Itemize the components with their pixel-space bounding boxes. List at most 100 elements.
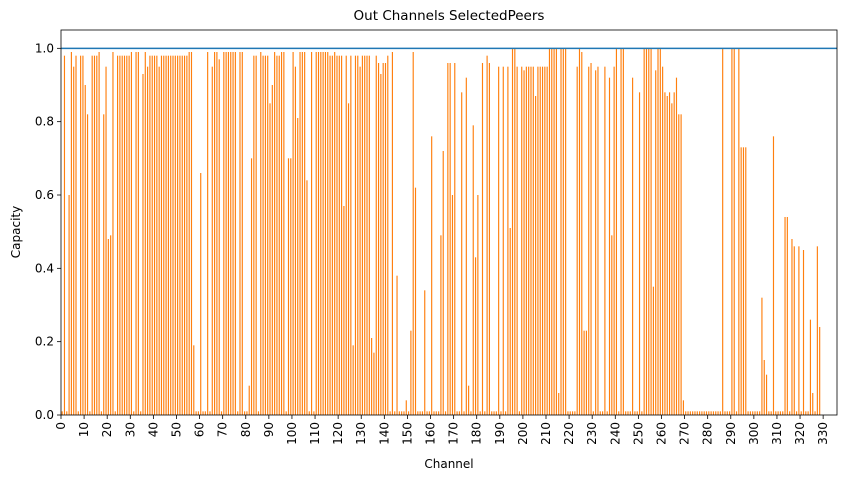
bar	[410, 330, 412, 415]
bar	[368, 55, 370, 416]
bar	[431, 136, 433, 415]
bar	[456, 411, 458, 415]
bar	[666, 96, 668, 415]
bar	[112, 52, 114, 415]
bar	[625, 411, 627, 415]
bar	[278, 55, 280, 416]
bar	[765, 374, 768, 415]
bar	[548, 48, 551, 415]
bar	[814, 411, 816, 415]
bar	[396, 275, 398, 415]
bar	[294, 66, 296, 416]
y-axis: 0.0 0.2 0.4 0.6 0.8 1.0	[35, 41, 61, 422]
bar	[200, 173, 202, 415]
bar	[468, 385, 470, 415]
x-tick-label: 40	[146, 422, 160, 437]
bar	[283, 52, 285, 415]
bar	[271, 85, 273, 415]
bar	[117, 55, 119, 416]
bar	[179, 55, 181, 416]
bar	[509, 228, 511, 415]
bar	[66, 411, 68, 415]
bar	[641, 411, 643, 415]
bar	[511, 48, 514, 415]
bar	[408, 411, 410, 415]
bar	[144, 52, 146, 415]
bar	[428, 411, 430, 415]
bar	[458, 411, 460, 415]
bar	[761, 297, 763, 415]
bar	[525, 66, 527, 416]
bar	[336, 55, 338, 416]
bar	[535, 96, 537, 415]
bar	[214, 52, 216, 415]
bar	[576, 66, 578, 416]
bar	[657, 48, 659, 415]
bar	[703, 411, 705, 415]
bar	[530, 66, 532, 416]
bar	[147, 66, 149, 416]
bar	[260, 52, 262, 415]
bar	[149, 55, 151, 416]
bar	[809, 319, 812, 415]
bar	[98, 52, 100, 415]
bar	[488, 63, 490, 415]
bar	[232, 52, 234, 415]
x-tick-label: 190	[493, 422, 507, 445]
bar	[158, 66, 160, 416]
bar	[331, 55, 333, 416]
bar	[611, 235, 613, 415]
bar	[165, 55, 167, 416]
bar	[523, 70, 525, 415]
bar	[650, 48, 652, 415]
bar	[712, 411, 715, 415]
bar	[747, 411, 749, 415]
bar	[327, 52, 329, 415]
bar	[493, 411, 495, 415]
bar	[100, 411, 102, 415]
bar	[424, 290, 426, 415]
y-tick-label: 0.8	[35, 115, 54, 129]
bar	[96, 55, 98, 416]
y-axis-title: Capacity	[9, 206, 23, 258]
bar	[719, 411, 721, 415]
bar	[461, 92, 463, 415]
bar	[664, 92, 666, 415]
x-tick-label: 220	[562, 422, 576, 445]
bar	[84, 85, 86, 415]
x-tick-label: 210	[539, 422, 553, 445]
bar	[142, 74, 144, 415]
x-tick-label: 60	[193, 422, 207, 437]
bar	[197, 411, 199, 415]
bar	[128, 55, 130, 416]
x-tick-label: 250	[631, 422, 645, 445]
bar	[237, 411, 239, 415]
bar	[634, 411, 636, 415]
bar	[80, 55, 82, 416]
bar	[558, 393, 560, 415]
bar	[82, 55, 84, 416]
bar	[668, 92, 671, 415]
bar	[528, 66, 530, 416]
x-tick-label: 90	[262, 422, 276, 437]
bar	[689, 411, 691, 415]
bar	[401, 411, 403, 415]
bar	[708, 411, 710, 415]
bar	[110, 235, 112, 415]
bar	[345, 55, 347, 416]
bar	[297, 118, 299, 415]
bar	[119, 55, 121, 416]
y-tick-label: 0.6	[35, 188, 54, 202]
bar	[177, 55, 179, 416]
bar	[495, 411, 497, 415]
bar	[498, 66, 500, 416]
bar	[532, 66, 534, 416]
bar	[103, 114, 105, 415]
bar	[692, 411, 694, 415]
bar	[659, 48, 661, 415]
bar	[186, 55, 188, 416]
bar	[502, 66, 504, 416]
bar	[373, 352, 375, 415]
bar	[377, 63, 380, 415]
bar	[73, 66, 75, 416]
